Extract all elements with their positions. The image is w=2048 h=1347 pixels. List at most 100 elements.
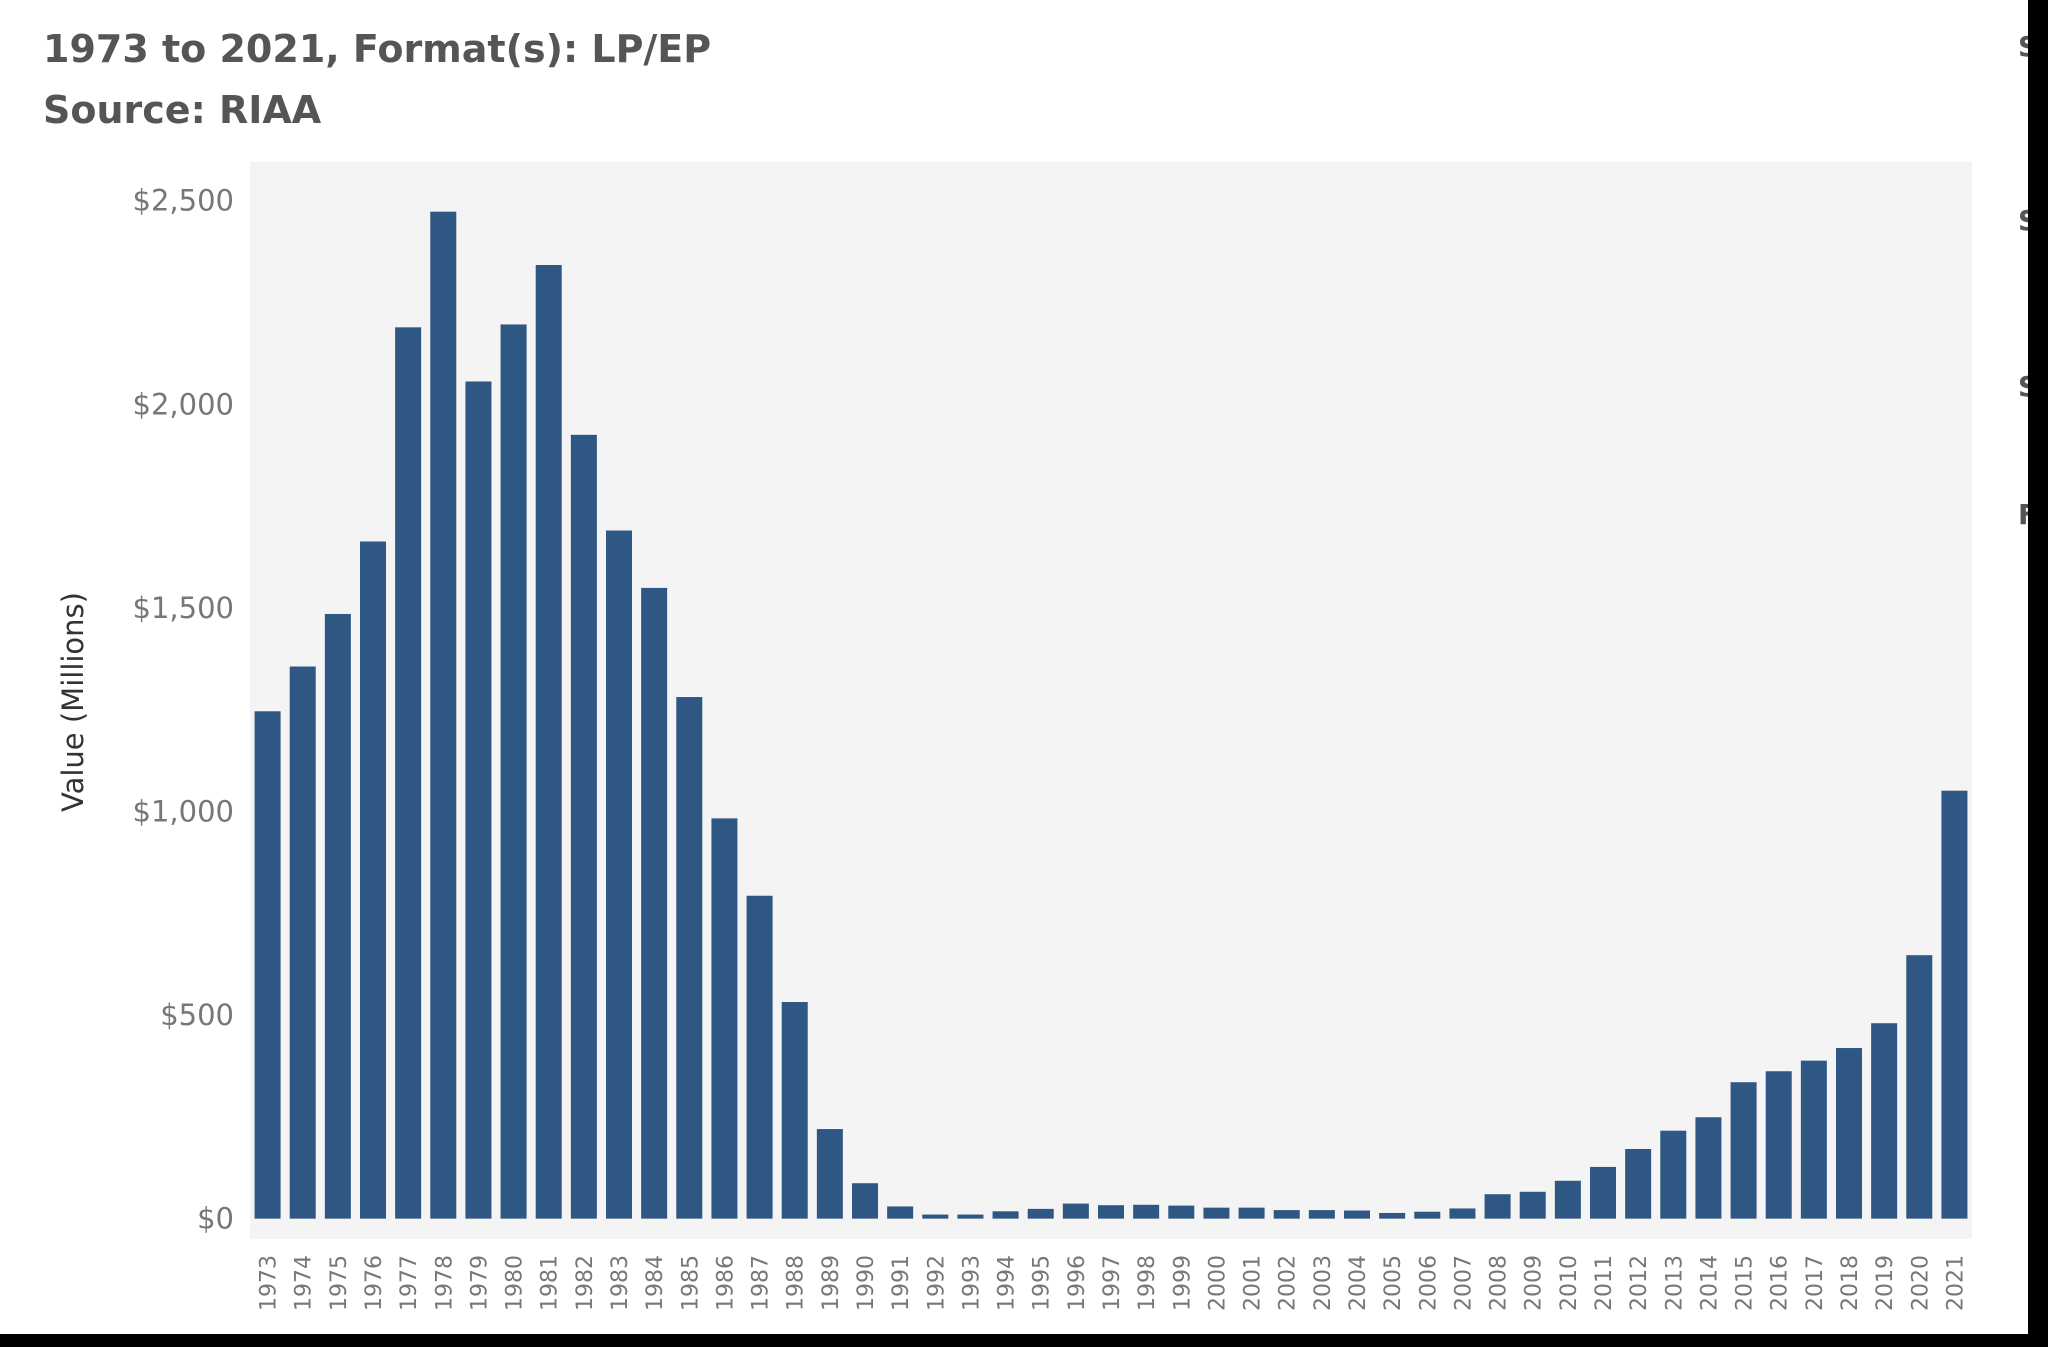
x-tick-label: 1995 — [1030, 1255, 1055, 1311]
bar-2009 — [1519, 1191, 1546, 1219]
x-tick-label: 1988 — [784, 1255, 809, 1311]
x-tick-label: 1976 — [362, 1255, 387, 1311]
x-tick-label: 1977 — [397, 1255, 422, 1311]
chart-subtitle: Source: RIAA — [43, 88, 322, 132]
bar-1998 — [1133, 1204, 1160, 1219]
x-tick-label: 2005 — [1381, 1255, 1406, 1311]
bar-2010 — [1554, 1180, 1581, 1219]
x-tick-label: 2020 — [1908, 1255, 1933, 1311]
x-tick-label: 2016 — [1768, 1255, 1793, 1311]
bar-1977 — [395, 327, 422, 1219]
x-tick-label: 2014 — [1697, 1255, 1722, 1311]
bar-2002 — [1273, 1210, 1300, 1219]
y-axis-label: Value (Millions) — [56, 592, 90, 812]
x-tick-label: 1984 — [643, 1255, 668, 1311]
bar-2003 — [1308, 1210, 1335, 1219]
bar-2012 — [1625, 1149, 1652, 1219]
bar-1980 — [500, 324, 527, 1219]
bar-1984 — [641, 587, 668, 1219]
bar-1974 — [289, 666, 316, 1219]
x-tick-label: 2018 — [1838, 1255, 1863, 1311]
x-tick-label: 1990 — [854, 1255, 879, 1311]
bar-2020 — [1906, 955, 1933, 1219]
x-tick-label: 2009 — [1522, 1255, 1547, 1311]
bar-2000 — [1203, 1207, 1230, 1219]
bar-2005 — [1379, 1212, 1406, 1219]
x-tick-label: 1980 — [503, 1255, 528, 1311]
x-tick-label: 1986 — [713, 1255, 738, 1311]
bar-2013 — [1660, 1130, 1687, 1219]
bar-2015 — [1730, 1082, 1757, 1219]
y-tick-label: $2,500 — [133, 184, 234, 218]
bar-1979 — [465, 381, 492, 1219]
x-tick-label: 1983 — [608, 1255, 633, 1311]
x-tick-label: 2007 — [1451, 1255, 1476, 1311]
bar-2011 — [1590, 1166, 1617, 1219]
x-tick-label: 2003 — [1311, 1255, 1336, 1311]
bar-2007 — [1449, 1208, 1476, 1219]
bar-2004 — [1344, 1210, 1371, 1219]
x-tick-label: 2013 — [1662, 1255, 1687, 1311]
bar-2017 — [1800, 1060, 1827, 1219]
bar-2006 — [1414, 1211, 1441, 1219]
x-tick-label: 1975 — [327, 1255, 352, 1311]
x-tick-label: 2015 — [1733, 1255, 1758, 1311]
bar-1975 — [324, 613, 351, 1219]
x-tick-label: 1999 — [1170, 1255, 1195, 1311]
window-edge — [2028, 0, 2048, 1347]
y-tick-label: $1,500 — [133, 591, 234, 625]
x-tick-label: 2008 — [1487, 1255, 1512, 1311]
bar-1986 — [711, 818, 738, 1219]
y-tick-label: $1,000 — [133, 794, 234, 828]
y-axis-ticks: $0 $500 $1,000 $1,500 $2,000 $2,500 — [133, 184, 234, 1236]
bar-2001 — [1238, 1207, 1265, 1219]
x-tick-label: 1993 — [959, 1255, 984, 1311]
bar-2008 — [1484, 1194, 1511, 1219]
bar-2018 — [1836, 1048, 1863, 1219]
x-tick-label: 1981 — [538, 1255, 563, 1311]
bar-1989 — [816, 1129, 843, 1219]
x-tick-label: 1985 — [678, 1255, 703, 1311]
x-tick-label: 2011 — [1592, 1255, 1617, 1311]
x-tick-label: 1996 — [1065, 1255, 1090, 1311]
x-axis-ticks: 1973 1974 1975 1976 1977 1978 1979 1980 1981 1982… — [257, 1255, 1969, 1311]
bar-1995 — [1027, 1208, 1054, 1219]
x-tick-label: 1978 — [432, 1255, 457, 1311]
x-tick-label: 1973 — [257, 1255, 282, 1311]
bar-2016 — [1765, 1071, 1792, 1219]
bar-1994 — [992, 1211, 1019, 1219]
bar-1982 — [570, 434, 597, 1219]
x-tick-label: 1989 — [819, 1255, 844, 1311]
x-tick-label: 2001 — [1241, 1255, 1266, 1311]
bar-1993 — [957, 1214, 984, 1219]
bar-1997 — [1098, 1205, 1125, 1219]
x-tick-label: 1997 — [1100, 1255, 1125, 1311]
bar-1981 — [535, 265, 562, 1219]
x-tick-label: 2006 — [1416, 1255, 1441, 1311]
bar-1985 — [676, 697, 703, 1219]
x-tick-label: 1998 — [1135, 1255, 1160, 1311]
bar-1992 — [922, 1214, 949, 1219]
bar-2014 — [1695, 1117, 1722, 1219]
bar-1976 — [360, 541, 387, 1219]
bar-1987 — [746, 895, 773, 1219]
x-tick-label: 2004 — [1346, 1255, 1371, 1311]
x-tick-label: 2002 — [1276, 1255, 1301, 1311]
bar-1973 — [254, 711, 281, 1219]
bar-2019 — [1871, 1023, 1898, 1219]
chart-title: 1973 to 2021, Format(s): LP/EP — [43, 27, 712, 71]
x-tick-label: 2012 — [1627, 1255, 1652, 1311]
x-tick-label: 2000 — [1205, 1255, 1230, 1311]
bar-1999 — [1168, 1205, 1195, 1219]
bar-1978 — [430, 211, 457, 1219]
x-tick-label: 1974 — [292, 1255, 317, 1311]
y-tick-label: $500 — [160, 998, 234, 1032]
bar-2021 — [1941, 790, 1968, 1219]
bar-1988 — [781, 1002, 808, 1219]
x-tick-label: 2019 — [1873, 1255, 1898, 1311]
bar-1991 — [887, 1206, 914, 1219]
x-tick-label: 1982 — [573, 1255, 598, 1311]
bar-1996 — [1062, 1203, 1089, 1219]
